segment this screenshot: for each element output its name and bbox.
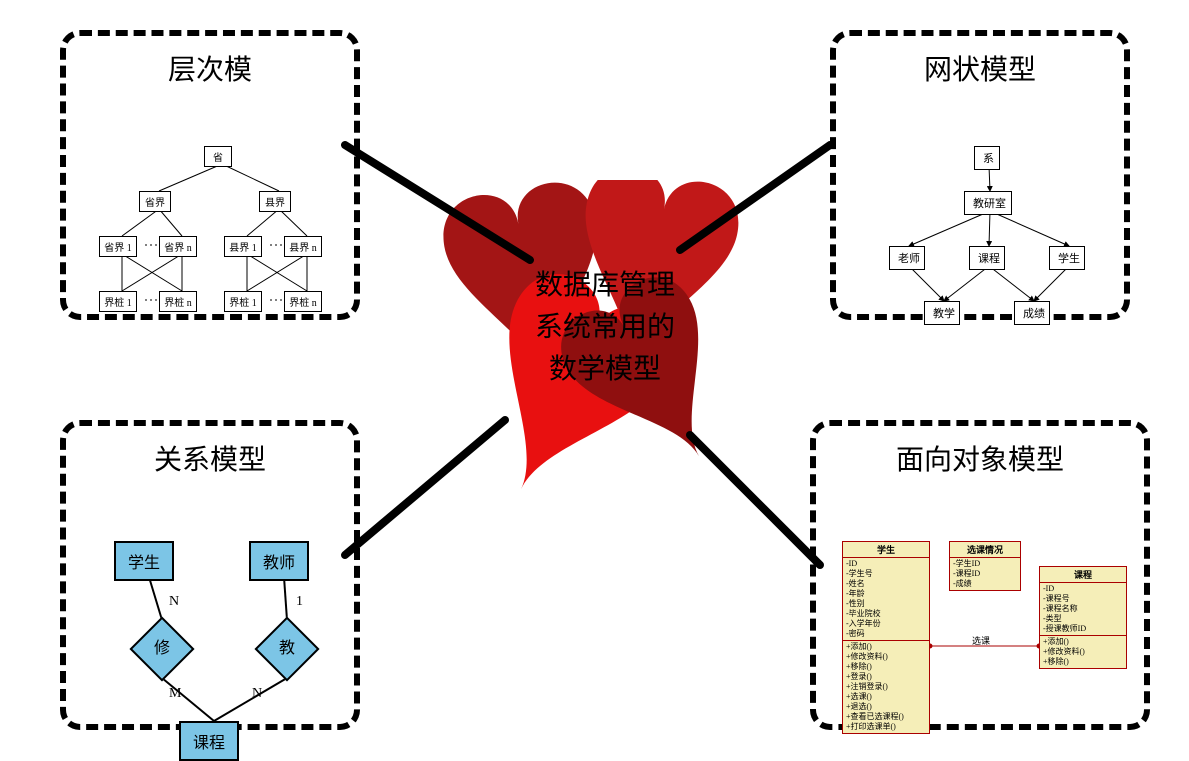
center-line1: 数据库管理 <box>535 270 675 301</box>
center-line2: 系统常用的 <box>535 312 675 343</box>
network-node: 教研室 <box>964 191 1012 215</box>
network-node: 成绩 <box>1014 301 1050 325</box>
tree-node: 省界 n <box>159 236 197 257</box>
hierarchical-tree: 省省界 县界省界 1 省界 n 县界 1 县界 n 界桩 1 界桩 n 界桩 1 界桩 n <box>74 96 346 316</box>
panel-hierarchical-model: 层次模 省省界 县界省界 1 省界 n 县界 1 县界 n 界桩 1 界桩 n 界桩 1 界桩 … <box>60 30 360 320</box>
network-node: 教学 <box>924 301 960 325</box>
network-node: 老师 <box>889 246 925 270</box>
er-entity: 学生 <box>114 541 174 581</box>
panel-title-br: 面向对象模型 <box>824 438 1136 478</box>
er-entity: 教师 <box>249 541 309 581</box>
oo-class: 课程-ID-课程号-课程名称-类型-授课教师ID+添加()+修改资料()+移除(… <box>1039 566 1127 669</box>
er-cardinality-label: N <box>252 686 262 702</box>
center-title: 数据库管理 系统常用的 数学模型 <box>490 265 720 391</box>
network-node: 课程 <box>969 246 1005 270</box>
panel-title-bl: 关系模型 <box>74 438 346 478</box>
er-diagram: 学生教师课程修教NM1N <box>74 486 346 736</box>
oo-class-diagram: 学生-ID-学生号-姓名-年龄-性别-毕业院校-入学年份-密码+添加()+修改资… <box>824 486 1136 736</box>
oo-relation-label: 选课 <box>972 634 990 647</box>
tree-node: 省 <box>204 146 232 167</box>
network-node: 学生 <box>1049 246 1085 270</box>
network-diagram: 系教研室老师课程学生教学成绩 <box>844 96 1116 316</box>
oo-class: 学生-ID-学生号-姓名-年龄-性别-毕业院校-入学年份-密码+添加()+修改资… <box>842 541 930 734</box>
oo-class: 选课情况-学生ID-课程ID-成绩 <box>949 541 1021 591</box>
er-cardinality-label: 1 <box>296 594 303 610</box>
tree-node: 界桩 n <box>284 291 322 312</box>
panel-network-model: 网状模型 系教研室老师课程学生教学成绩 <box>830 30 1130 320</box>
tree-node: 省界 1 <box>99 236 137 257</box>
er-edges-svg <box>74 486 364 746</box>
network-node: 系 <box>974 146 1000 170</box>
tree-node: 县界 1 <box>224 236 262 257</box>
tree-node: 省界 <box>139 191 171 212</box>
panel-title-tr: 网状模型 <box>844 48 1116 88</box>
tree-node: 县界 n <box>284 236 322 257</box>
er-cardinality-label: M <box>169 686 181 702</box>
panel-title-tl: 层次模 <box>74 48 346 88</box>
tree-node: 县界 <box>259 191 291 212</box>
er-cardinality-label: N <box>169 594 179 610</box>
tree-node: 界桩 n <box>159 291 197 312</box>
center-line3: 数学模型 <box>549 354 661 385</box>
tree-node: 界桩 1 <box>224 291 262 312</box>
panel-relational-model: 关系模型 学生教师课程修教NM1N <box>60 420 360 730</box>
er-entity: 课程 <box>179 721 239 761</box>
tree-node: 界桩 1 <box>99 291 137 312</box>
panel-object-oriented-model: 面向对象模型 学生-ID-学生号-姓名-年龄-性别-毕业院校-入学年份-密码+添… <box>810 420 1150 730</box>
